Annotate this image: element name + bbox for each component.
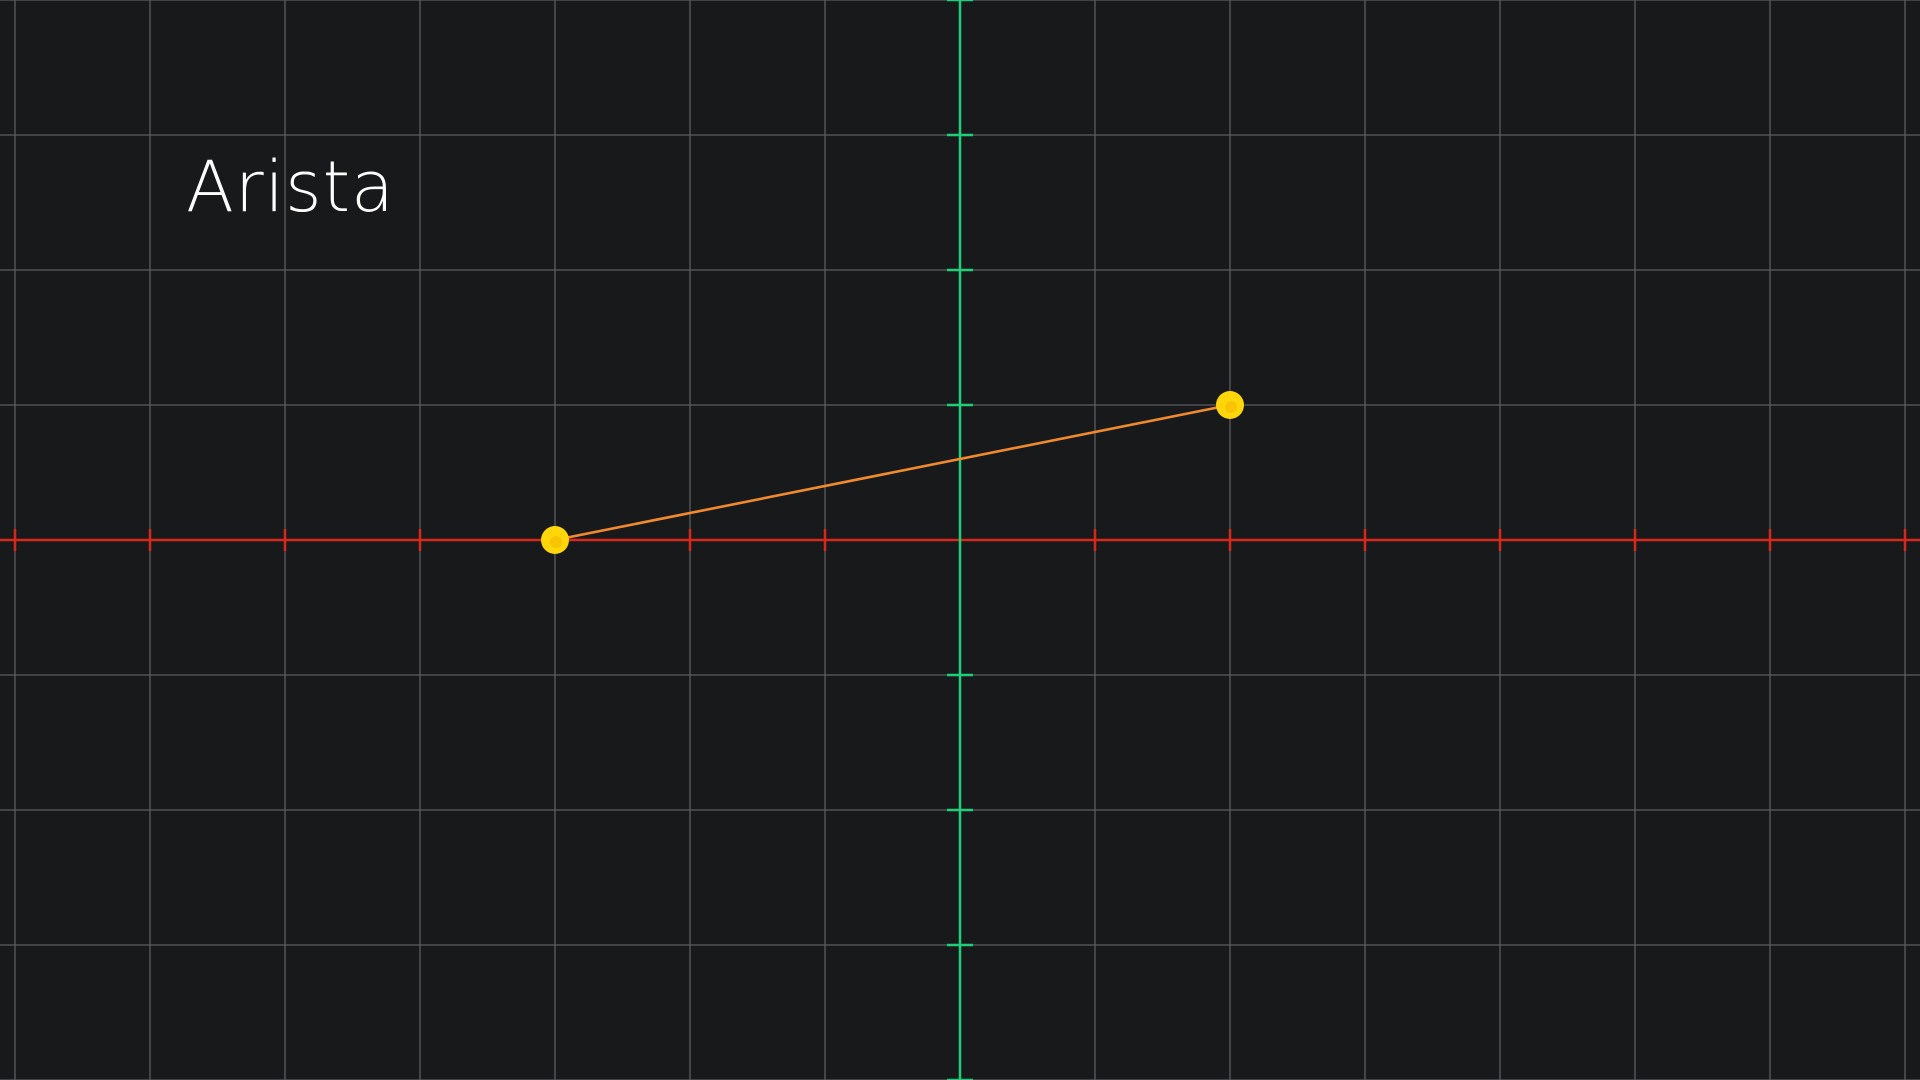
vertices	[541, 391, 1244, 554]
edge-ab	[553, 403, 1232, 542]
edges	[553, 403, 1232, 542]
vertex-b-shade	[1225, 401, 1237, 413]
vertex-a-shade	[550, 536, 562, 548]
title-label: Arista	[186, 146, 395, 228]
